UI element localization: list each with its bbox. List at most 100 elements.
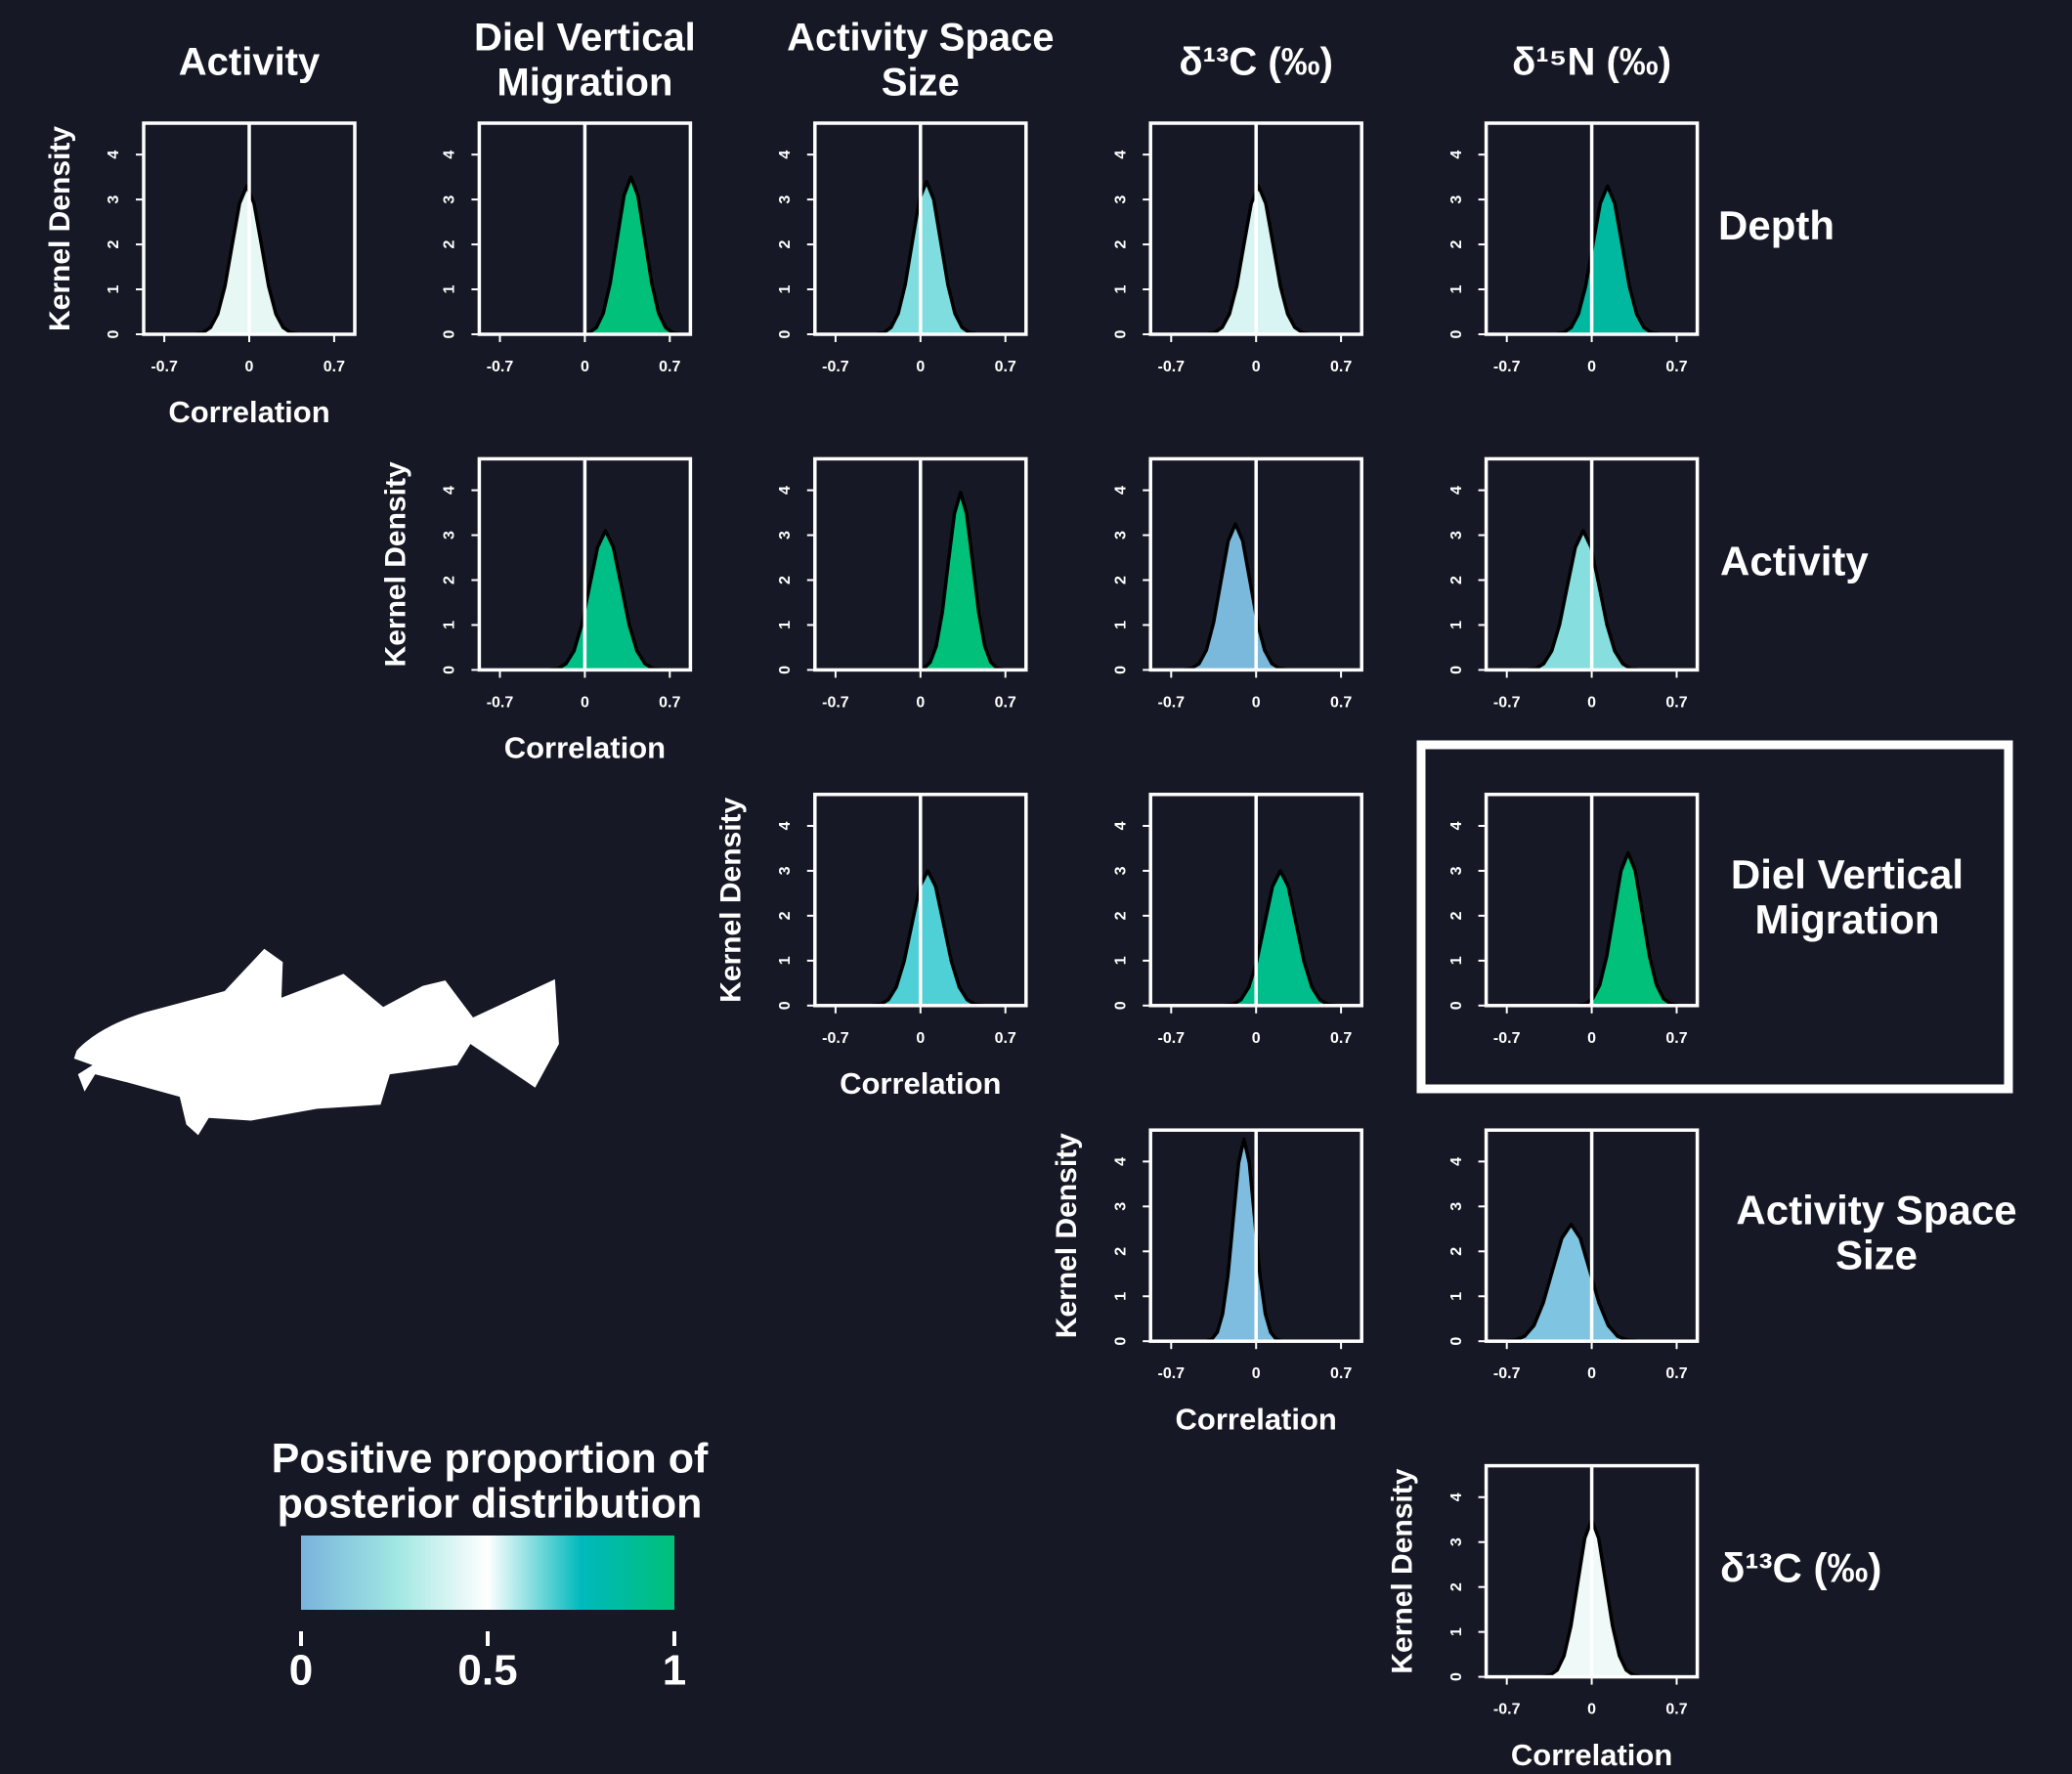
colorbar-tick-label: 0 [289,1647,313,1695]
y-tick-label: 2 [1448,1247,1465,1256]
y-tick-label: 4 [1112,1157,1129,1166]
x-tick-label: 0 [1252,1030,1261,1047]
y-tick-label: 3 [1448,1537,1465,1546]
x-tick-label: 0 [1252,359,1261,375]
column-label: δ¹³C (‰) [1179,41,1333,84]
x-tick-label: -0.7 [487,694,514,711]
x-tick-label: 0.7 [995,1030,1016,1047]
row-label-line: Activity Space [1736,1187,2016,1233]
y-tick-label: 0 [1448,1337,1465,1346]
row-label-line: Activity [1720,538,1869,584]
y-tick-label: 4 [106,151,122,159]
row-label: Activity [1720,538,1869,584]
x-tick-label: -0.7 [1158,694,1186,711]
y-tick-label: 3 [777,531,794,540]
x-tick-label: 0.7 [1665,1702,1687,1718]
y-tick-label: 2 [777,576,794,584]
y-tick-label: 1 [1112,1292,1129,1301]
y-tick-label: 0 [777,666,794,674]
x-tick-label: 0.7 [1665,694,1687,711]
y-tick-label: 1 [777,284,794,293]
x-tick-label: 0 [1587,1702,1596,1718]
y-tick-label: 1 [1448,1627,1465,1636]
y-tick-label: 0 [777,1001,794,1010]
y-tick-label: 1 [1448,956,1465,965]
y-tick-label: 2 [1112,1247,1129,1256]
colorbar-title-line: Positive proportion of [272,1435,709,1482]
y-tick-label: 3 [1448,866,1465,875]
y-tick-label: 1 [777,956,794,965]
x-tick-label: -0.7 [1158,1030,1186,1047]
x-tick-label: 0.7 [1330,1030,1352,1047]
x-tick-label: -0.7 [1158,1365,1186,1382]
x-tick-label: -0.7 [1493,1030,1521,1047]
x-tick-label: -0.7 [1493,1365,1521,1382]
row-label-line: Depth [1718,202,1835,248]
column-label-line: Migration [496,62,672,105]
y-tick-label: 2 [1448,1582,1465,1591]
x-axis-label: Correlation [504,731,666,765]
y-axis-label: Kernel Density [379,461,411,667]
y-tick-label: 0 [777,329,794,338]
y-tick-label: 1 [1448,621,1465,629]
colorbar-tick-label: 1 [663,1647,686,1695]
column-label: Activity [179,41,321,84]
y-tick-label: 3 [1112,195,1129,204]
y-tick-label: 3 [1448,1202,1465,1211]
x-tick-label: -0.7 [487,359,514,375]
y-tick-label: 1 [1112,284,1129,293]
y-tick-label: 4 [1112,151,1129,159]
x-axis-label: Correlation [1176,1402,1337,1436]
x-tick-label: -0.7 [822,1030,849,1047]
x-tick-label: 0 [1252,694,1261,711]
y-tick-label: 4 [777,486,794,495]
x-tick-label: -0.7 [151,359,178,375]
x-axis-label: Correlation [1511,1738,1672,1772]
column-label-line: Diel Vertical [474,17,696,60]
y-tick-label: 4 [777,151,794,159]
y-tick-label: 1 [106,284,122,293]
y-tick-label: 3 [1448,195,1465,204]
x-tick-label: 0 [1252,1365,1261,1382]
x-tick-label: 0 [1587,694,1596,711]
y-tick-label: 1 [1448,1292,1465,1301]
x-axis-label: Correlation [168,395,329,429]
x-tick-label: -0.7 [822,694,849,711]
x-tick-label: 0.7 [995,694,1016,711]
x-tick-label: 0.7 [659,359,680,375]
x-tick-label: -0.7 [1493,359,1521,375]
x-tick-label: 0.7 [1330,359,1352,375]
page: Activity Diel VerticalMigration Activity S… [0,0,2072,1774]
x-tick-label: 0 [1587,1365,1596,1382]
y-tick-label: 4 [1112,821,1129,830]
y-tick-label: 4 [1112,486,1129,495]
y-tick-label: 3 [442,531,458,540]
y-axis-label: Kernel Density [1387,1468,1419,1673]
x-tick-label: 0.7 [1330,694,1352,711]
y-tick-label: 1 [442,284,458,293]
y-tick-label: 0 [1112,329,1129,338]
y-axis-label: Kernel Density [715,797,748,1002]
y-tick-label: 4 [1448,1157,1465,1166]
y-tick-label: 0 [1448,666,1465,674]
y-tick-label: 1 [442,621,458,629]
y-tick-label: 3 [1112,1202,1129,1211]
x-tick-label: 0.7 [1330,1365,1352,1382]
x-tick-label: -0.7 [1493,1702,1521,1718]
y-tick-label: 2 [442,240,458,249]
y-tick-label: 4 [1448,821,1465,830]
y-tick-label: 3 [1112,531,1129,540]
row-label-line: Size [1835,1232,1918,1277]
y-tick-label: 3 [442,195,458,204]
y-tick-label: 3 [777,195,794,204]
y-tick-label: 1 [1112,956,1129,965]
column-label-line: Size [882,62,960,105]
x-axis-label: Correlation [840,1066,1001,1101]
x-tick-label: -0.7 [1493,694,1521,711]
x-tick-label: 0.7 [995,359,1016,375]
y-tick-label: 0 [1112,666,1129,674]
y-tick-label: 3 [777,866,794,875]
column-label-line: δ¹³C (‰) [1179,41,1333,84]
colorbar-title-line: posterior distribution [278,1480,703,1527]
